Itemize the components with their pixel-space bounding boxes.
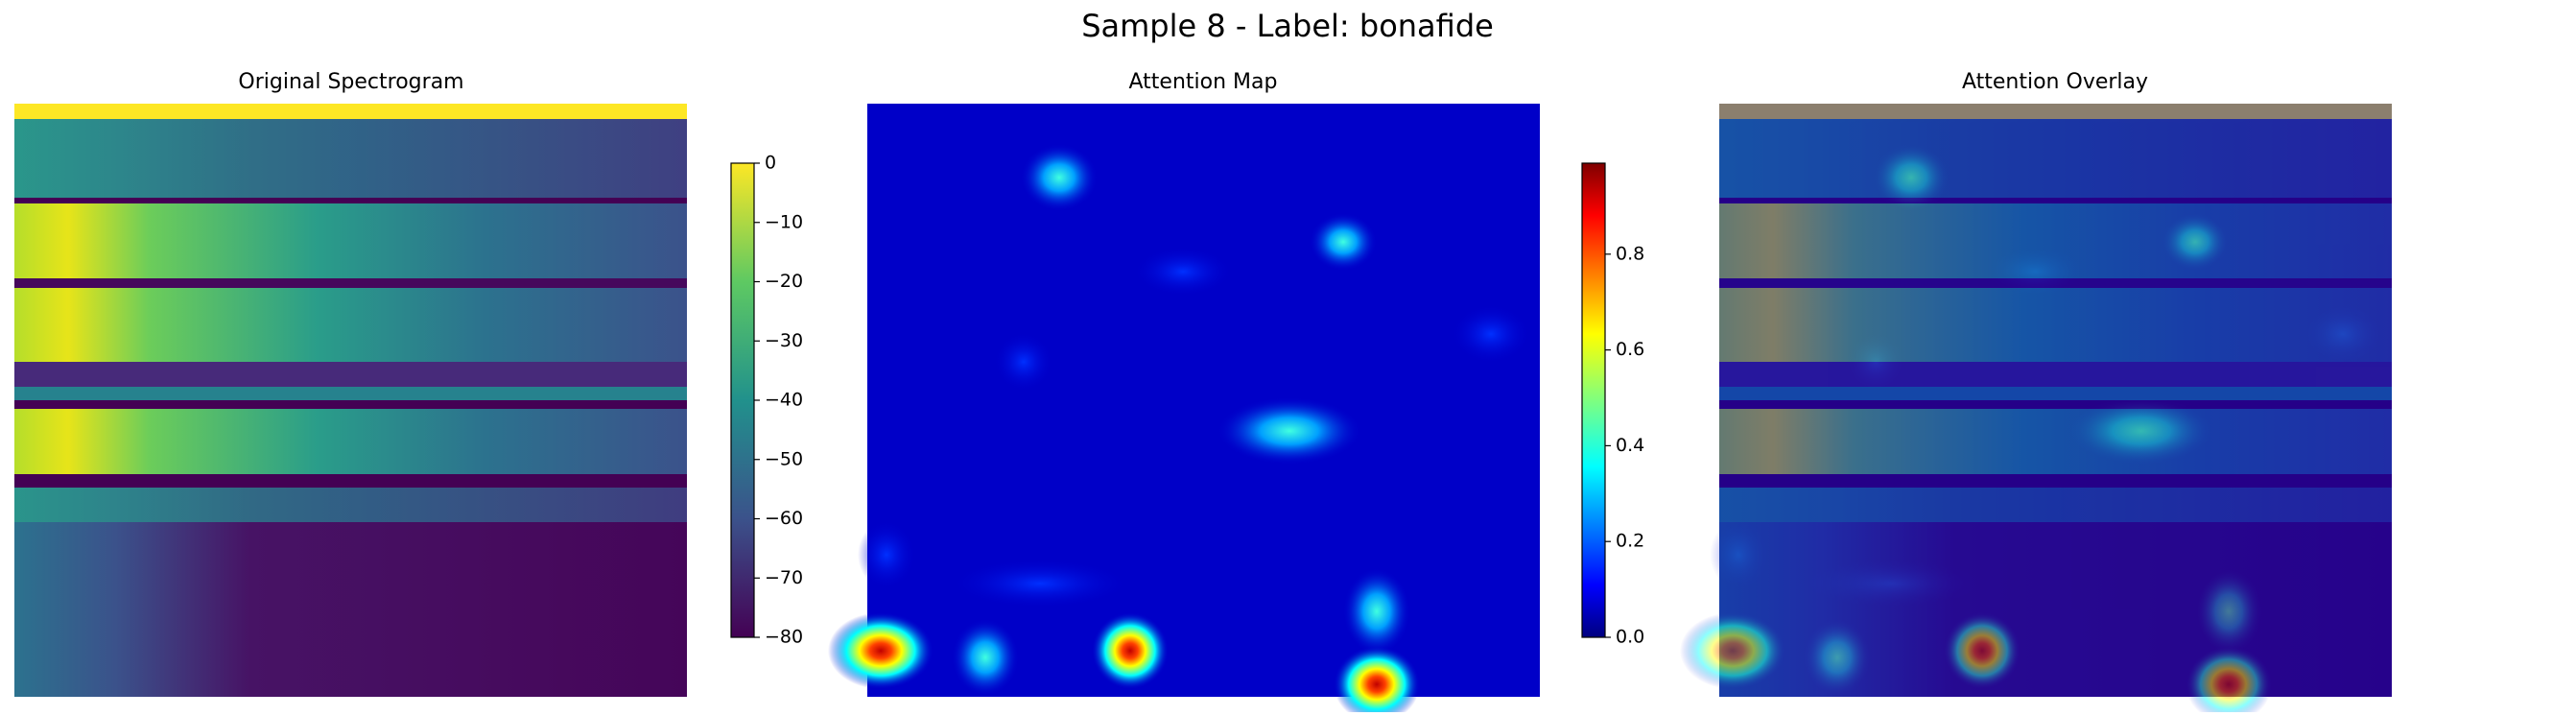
attention-image	[828, 104, 1540, 716]
tick-label: −70	[765, 567, 803, 588]
tick-label: −80	[765, 627, 803, 648]
tick-label: 0.2	[1616, 531, 1644, 552]
figure-title: Sample 8 - Label: bonafide	[1081, 8, 1494, 44]
panel-title: Original Spectrogram	[238, 70, 463, 94]
colorbar	[730, 162, 755, 638]
panel-title: Attention Overlay	[1962, 70, 2148, 94]
colorbar	[1581, 162, 1606, 638]
tick-label: −60	[765, 508, 803, 529]
tick-label: 0.4	[1616, 435, 1644, 456]
tick-label: 0	[765, 153, 776, 174]
tick-label: −30	[765, 330, 803, 351]
tick-label: 0.0	[1616, 627, 1644, 648]
tick-label: −10	[765, 211, 803, 232]
tick-label: −20	[765, 271, 803, 292]
tick-label: −50	[765, 448, 803, 469]
overlay-image	[1680, 104, 2392, 716]
tick-label: 0.6	[1616, 339, 1644, 360]
spectrogram-image	[14, 104, 687, 697]
panel-title: Attention Map	[1129, 70, 1278, 94]
tick-label: −40	[765, 390, 803, 411]
tick-label: 0.8	[1616, 243, 1644, 264]
